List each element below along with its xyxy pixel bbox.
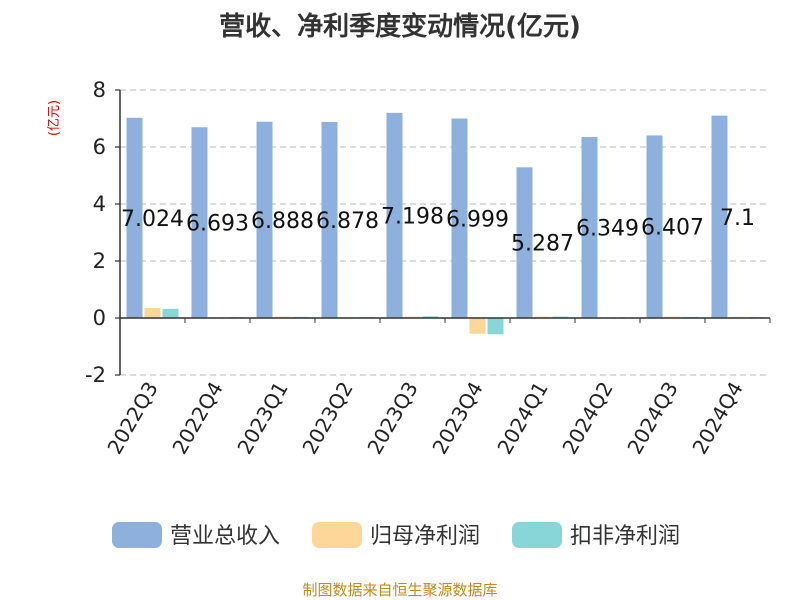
legend: 营业总收入 归母净利润 扣非净利润 xyxy=(112,522,680,549)
data-label: 5.287 xyxy=(511,232,574,257)
data-label: 6.888 xyxy=(251,209,314,234)
x-tick-label: 2022Q3 xyxy=(102,378,162,459)
data-label: 6.693 xyxy=(186,212,249,237)
bar xyxy=(711,115,728,319)
source-note: 制图数据来自恒生聚源数据库 xyxy=(302,581,497,599)
data-label: 7.024 xyxy=(121,207,184,232)
bar xyxy=(581,137,598,318)
x-tick-label: 2023Q1 xyxy=(232,378,292,459)
bar xyxy=(386,112,403,319)
bar xyxy=(144,308,161,318)
y-tick-label: 4 xyxy=(93,192,106,216)
bar xyxy=(126,117,143,318)
legend-label: 归母净利润 xyxy=(370,524,480,549)
x-tick-label: 2024Q2 xyxy=(557,378,617,459)
data-label: 6.878 xyxy=(316,209,379,234)
legend-swatch xyxy=(512,522,562,548)
data-label: 7.198 xyxy=(381,204,444,229)
x-tick-label: 2023Q2 xyxy=(297,378,357,459)
x-tick-label: 2022Q4 xyxy=(167,378,227,459)
bar xyxy=(646,135,663,318)
legend-label: 营业总收入 xyxy=(170,524,280,549)
bar xyxy=(487,318,504,335)
y-tick-label: 8 xyxy=(93,78,106,102)
bar xyxy=(422,316,439,318)
data-label: 7.1 xyxy=(720,206,755,231)
legend-swatch xyxy=(112,522,162,548)
x-axis-ticks: 2022Q3 2022Q4 2023Q1 2023Q2 2023Q3 2023Q4 2024… xyxy=(102,318,771,459)
y-axis-unit-label: (亿元) xyxy=(47,100,62,136)
y-tick-label: 0 xyxy=(93,306,106,330)
bar xyxy=(516,167,533,318)
bar xyxy=(469,318,486,334)
y-tick-label: 6 xyxy=(93,135,106,159)
data-label: 6.407 xyxy=(641,216,704,241)
x-tick-label: 2024Q1 xyxy=(492,378,552,459)
bar xyxy=(321,121,338,319)
bar xyxy=(256,121,273,318)
x-tick-label: 2023Q4 xyxy=(427,378,487,459)
data-labels: 7.024 6.693 6.888 6.878 7.198 6.9995.2876.349… xyxy=(121,204,755,256)
legend-swatch xyxy=(312,522,362,548)
legend-label: 扣非净利润 xyxy=(570,524,680,549)
x-tick-label: 2023Q3 xyxy=(362,378,422,459)
bars xyxy=(126,112,764,335)
data-label: 6.999 xyxy=(446,207,509,232)
x-tick-label: 2024Q4 xyxy=(687,378,747,459)
x-tick-label: 2024Q3 xyxy=(622,378,682,459)
bar xyxy=(451,118,468,318)
chart-title: 营收、净利季度变动情况(亿元) xyxy=(219,11,581,42)
y-axis-ticks: -2 0 2 4 6 8 xyxy=(85,78,120,387)
y-tick-label: -2 xyxy=(85,363,106,387)
y-tick-label: 2 xyxy=(93,249,106,273)
bar xyxy=(162,308,179,318)
bar xyxy=(191,127,208,318)
data-label: 6.349 xyxy=(576,217,639,242)
